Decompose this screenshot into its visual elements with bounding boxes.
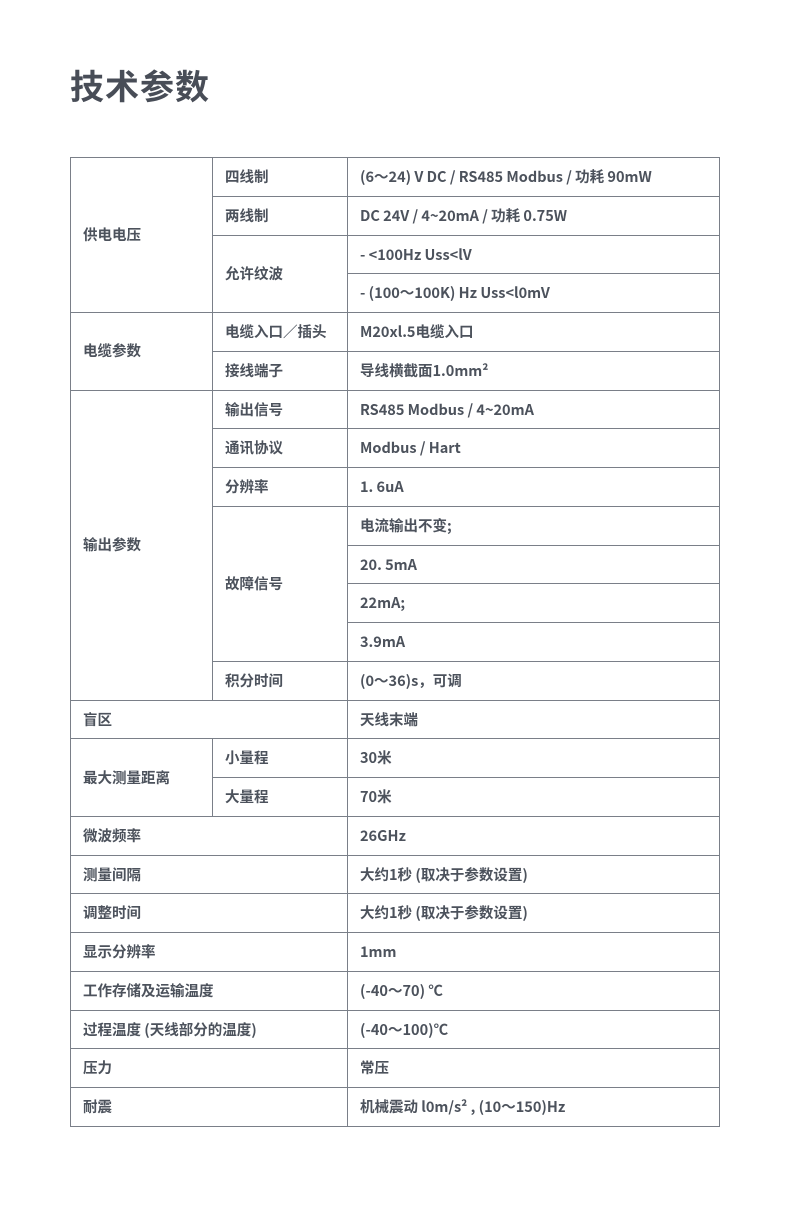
sub-cell: 输出信号 [213,390,348,429]
sub-cell: 通讯协议 [213,429,348,468]
category-cell: 最大测量距离 [71,739,213,817]
table-row: 调整时间 大约1秒 (取决于参数设置) [71,894,720,933]
value-cell: 天线末端 [348,700,720,739]
table-row: 耐震 机械震动 l0m/s² , (10～150)Hz [71,1088,720,1127]
sub-cell: 两线制 [213,196,348,235]
table-row: 显示分辨率 1mm [71,933,720,972]
table-row: 微波频率 26GHz [71,816,720,855]
value-cell: 26GHz [348,816,720,855]
table-row: 输出参数 输出信号 RS485 Modbus / 4~20mA [71,390,720,429]
table-row: 供电电压 四线制 (6～24) V DC / RS485 Modbus / 功耗… [71,158,720,197]
spec-table: 供电电压 四线制 (6～24) V DC / RS485 Modbus / 功耗… [70,157,720,1127]
category-cell: 电缆参数 [71,313,213,391]
category-cell: 工作存储及运输温度 [71,971,348,1010]
value-cell: RS485 Modbus / 4~20mA [348,390,720,429]
page-title: 技术参数 [70,60,720,109]
category-cell: 压力 [71,1049,348,1088]
value-cell: 1mm [348,933,720,972]
category-cell: 盲区 [71,700,348,739]
value-cell: 30米 [348,739,720,778]
sub-cell: 接线端子 [213,351,348,390]
value-cell: DC 24V / 4~20mA / 功耗 0.75W [348,196,720,235]
value-cell: 70米 [348,778,720,817]
category-cell: 耐震 [71,1088,348,1127]
value-cell: 大约1秒 (取决于参数设置) [348,894,720,933]
sub-cell: 分辨率 [213,468,348,507]
value-cell: 电流输出不变; [348,506,720,545]
category-cell: 显示分辨率 [71,933,348,972]
value-cell: - (100～100K) Hz Uss<l0mV [348,274,720,313]
value-cell: 3.9mA [348,623,720,662]
table-row: 压力 常压 [71,1049,720,1088]
value-cell: (6～24) V DC / RS485 Modbus / 功耗 90mW [348,158,720,197]
value-cell: (0～36)s，可调 [348,661,720,700]
value-cell: 机械震动 l0m/s² , (10～150)Hz [348,1088,720,1127]
value-cell: 导线横截面1.0mm² [348,351,720,390]
category-cell: 供电电压 [71,158,213,313]
category-cell: 输出参数 [71,390,213,700]
table-row: 测量间隔 大约1秒 (取决于参数设置) [71,855,720,894]
page-container: 技术参数 供电电压 四线制 (6～24) V DC / RS485 Modbus… [0,0,790,1207]
value-cell: M20xl.5电缆入口 [348,313,720,352]
category-cell: 过程温度 (天线部分的温度) [71,1010,348,1049]
value-cell: - <100Hz Uss<lV [348,235,720,274]
table-row: 盲区 天线末端 [71,700,720,739]
sub-cell: 四线制 [213,158,348,197]
table-row: 最大测量距离 小量程 30米 [71,739,720,778]
sub-cell: 故障信号 [213,506,348,661]
value-cell: 20. 5mA [348,545,720,584]
value-cell: 22mA; [348,584,720,623]
table-row: 电缆参数 电缆入口／插头 M20xl.5电缆入口 [71,313,720,352]
sub-cell: 允许纹波 [213,235,348,313]
category-cell: 测量间隔 [71,855,348,894]
value-cell: 1. 6uA [348,468,720,507]
category-cell: 微波频率 [71,816,348,855]
value-cell: 常压 [348,1049,720,1088]
value-cell: (-40～100)℃ [348,1010,720,1049]
table-row: 工作存储及运输温度 (-40～70) ℃ [71,971,720,1010]
table-row: 过程温度 (天线部分的温度) (-40～100)℃ [71,1010,720,1049]
value-cell: Modbus / Hart [348,429,720,468]
value-cell: 大约1秒 (取决于参数设置) [348,855,720,894]
sub-cell: 大量程 [213,778,348,817]
category-cell: 调整时间 [71,894,348,933]
value-cell: (-40～70) ℃ [348,971,720,1010]
sub-cell: 小量程 [213,739,348,778]
sub-cell: 积分时间 [213,661,348,700]
sub-cell: 电缆入口／插头 [213,313,348,352]
